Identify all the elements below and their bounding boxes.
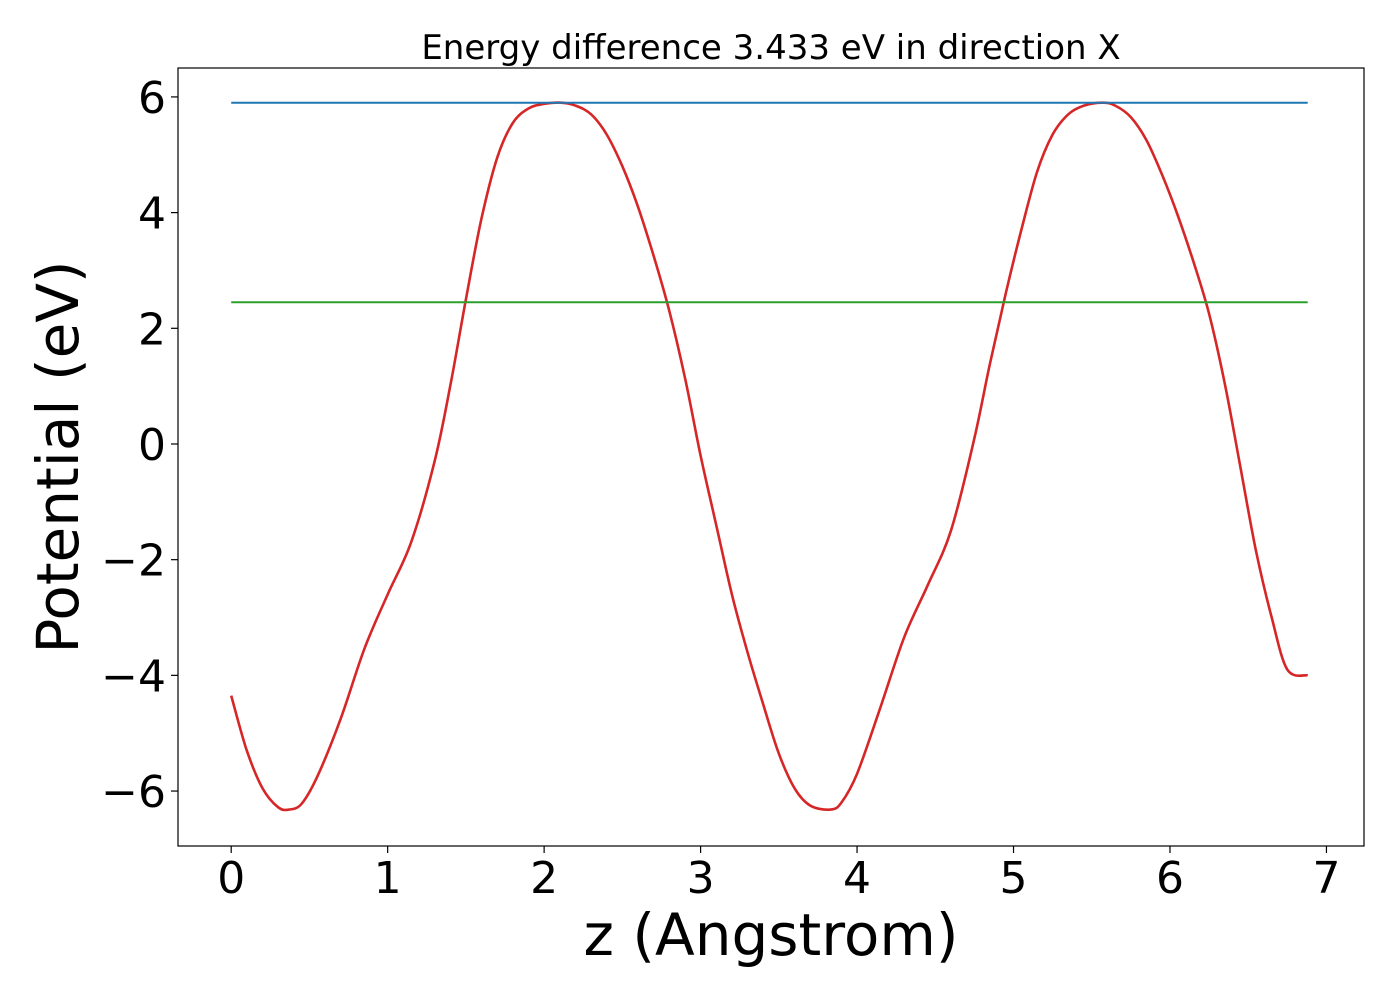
x-tick-label: 5 <box>1000 853 1028 904</box>
y-tick-label: 0 <box>138 420 166 471</box>
plot-frame <box>177 67 1365 847</box>
x-tick-label: 2 <box>530 853 558 904</box>
y-tick-label: −4 <box>101 651 166 702</box>
x-tick-label: 6 <box>1156 853 1184 904</box>
x-axis-label: z (Angstrom) <box>584 901 959 969</box>
y-tick-label: −6 <box>101 767 166 818</box>
x-tick-label: 7 <box>1312 853 1340 904</box>
y-tick-label: −2 <box>101 536 166 587</box>
x-tick-label: 3 <box>687 853 715 904</box>
y-tick-label: 6 <box>138 73 166 124</box>
y-tick-label: 4 <box>138 189 166 240</box>
y-tick-label: 2 <box>138 304 166 355</box>
chart-title: Energy difference 3.433 eV in direction … <box>421 28 1120 68</box>
potential-curve <box>229 101 1309 812</box>
y-axis-ticks: −6 −4 −2 0 2 4 6 <box>101 73 178 818</box>
y-axis-label: Potential (eV) <box>24 260 92 653</box>
plot-lines <box>229 101 1309 812</box>
x-tick-label: 4 <box>843 853 871 904</box>
x-tick-label: 1 <box>374 853 402 904</box>
x-tick-label: 0 <box>217 853 245 904</box>
x-axis-ticks: 0 1 2 3 4 5 6 7 <box>217 846 1340 904</box>
